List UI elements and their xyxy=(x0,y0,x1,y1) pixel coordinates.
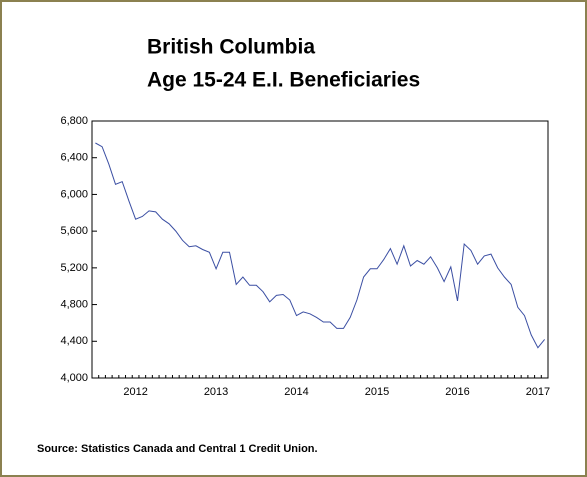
plot-frame xyxy=(91,120,549,379)
chart-title: British Columbia xyxy=(147,36,315,59)
x-tick-label: 2016 xyxy=(445,386,469,398)
y-tick-label: 6,000 xyxy=(60,188,88,200)
source-note: Source: Statistics Canada and Central 1 … xyxy=(37,443,318,455)
x-tick-label: 2013 xyxy=(204,386,228,398)
chart-title: Age 15-24 E.I. Beneficiaries xyxy=(147,69,420,92)
x-tick-label: 2015 xyxy=(365,386,389,398)
y-tick-label: 4,800 xyxy=(60,298,88,310)
y-tick-label: 4,000 xyxy=(60,372,88,384)
y-tick-label: 4,400 xyxy=(60,335,88,347)
y-tick-label: 6,400 xyxy=(60,152,88,164)
series-line xyxy=(95,142,545,349)
y-tick-label: 6,800 xyxy=(60,115,88,127)
y-tick-label: 5,600 xyxy=(60,225,88,237)
x-tick-label: 2014 xyxy=(284,386,308,398)
x-tick-label: 2017 xyxy=(526,386,550,398)
x-tick-label: 2012 xyxy=(123,386,147,398)
y-tick-label: 5,200 xyxy=(60,262,88,274)
